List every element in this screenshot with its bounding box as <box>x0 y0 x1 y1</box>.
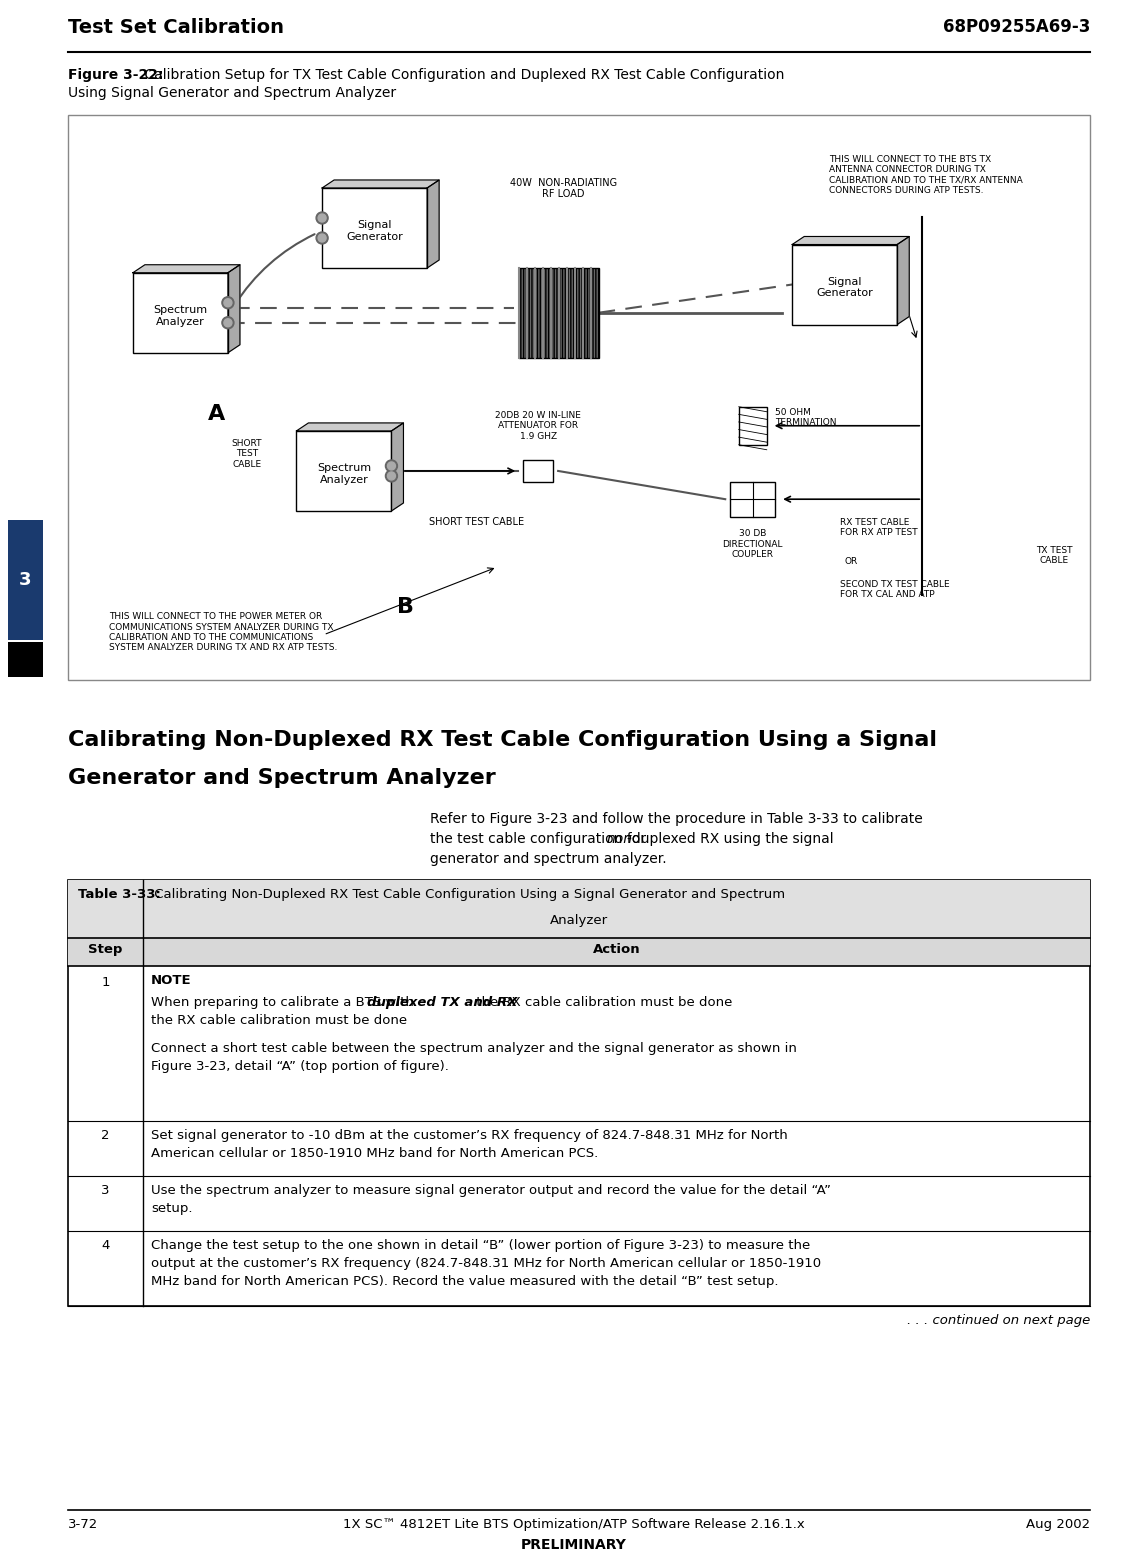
Bar <box>523 460 553 481</box>
Bar <box>739 406 767 445</box>
Text: 4: 4 <box>101 1239 110 1252</box>
Circle shape <box>387 472 395 480</box>
Bar <box>519 267 598 358</box>
Text: 3: 3 <box>20 570 32 589</box>
Bar <box>323 188 427 267</box>
Bar <box>8 642 42 677</box>
Polygon shape <box>228 264 240 353</box>
Text: B: B <box>397 597 413 616</box>
Text: Signal
Generator: Signal Generator <box>347 220 403 242</box>
Text: Use the spectrum analyzer to measure signal generator output and record the valu: Use the spectrum analyzer to measure sig… <box>152 1185 831 1214</box>
Text: SHORT TEST CABLE: SHORT TEST CABLE <box>429 517 525 527</box>
Text: RX TEST CABLE
FOR RX ATP TEST: RX TEST CABLE FOR RX ATP TEST <box>839 517 917 538</box>
Text: Spectrum
Analyzer: Spectrum Analyzer <box>317 463 371 485</box>
Text: Signal
Generator: Signal Generator <box>816 277 874 299</box>
Text: SHORT
TEST
CABLE: SHORT TEST CABLE <box>232 439 262 469</box>
Text: 1X SC™ 4812ET Lite BTS Optimization/ATP Software Release 2.16.1.x: 1X SC™ 4812ET Lite BTS Optimization/ATP … <box>343 1518 805 1532</box>
Text: Generator and Spectrum Analyzer: Generator and Spectrum Analyzer <box>68 767 496 788</box>
Text: When preparing to calibrate a BTS with: When preparing to calibrate a BTS with <box>152 996 418 1010</box>
Text: Refer to Figure 3-23 and follow the procedure in Table 3-33 to calibrate: Refer to Figure 3-23 and follow the proc… <box>430 813 923 825</box>
Polygon shape <box>391 424 403 511</box>
Circle shape <box>316 231 328 244</box>
Text: the test cable configuration for: the test cable configuration for <box>430 832 654 846</box>
Bar <box>133 274 228 353</box>
Text: 2: 2 <box>101 1128 110 1143</box>
Text: generator and spectrum analyzer.: generator and spectrum analyzer. <box>430 852 667 866</box>
Polygon shape <box>296 424 403 431</box>
Text: Figure 3-22:: Figure 3-22: <box>68 69 163 81</box>
Circle shape <box>387 463 395 470</box>
Text: 40W  NON-RADIATING
RF LOAD: 40W NON-RADIATING RF LOAD <box>510 178 618 199</box>
Text: Figure 3-23, detail “A” (top portion of figure).: Figure 3-23, detail “A” (top portion of … <box>152 1060 449 1074</box>
Text: THIS WILL CONNECT TO THE BTS TX
ANTENNA CONNECTOR DURING TX
CALIBRATION AND TO T: THIS WILL CONNECT TO THE BTS TX ANTENNA … <box>829 155 1023 195</box>
Text: NOTE: NOTE <box>152 974 192 986</box>
Text: Analyzer: Analyzer <box>550 914 608 927</box>
Text: OR: OR <box>845 556 858 566</box>
Circle shape <box>224 299 232 306</box>
Text: the RX cable calibration must be done: the RX cable calibration must be done <box>152 1014 408 1027</box>
Polygon shape <box>133 264 240 274</box>
Text: TX TEST
CABLE: TX TEST CABLE <box>1035 545 1072 566</box>
Text: Action: Action <box>592 942 641 957</box>
Bar <box>296 431 391 511</box>
Bar <box>68 880 1089 938</box>
Text: 30 DB
DIRECTIONAL
COUPLER: 30 DB DIRECTIONAL COUPLER <box>722 530 783 560</box>
Text: Calibration Setup for TX Test Cable Configuration and Duplexed RX Test Cable Con: Calibration Setup for TX Test Cable Conf… <box>140 69 784 81</box>
Text: Table 3-33:: Table 3-33: <box>78 888 161 900</box>
Circle shape <box>318 234 326 242</box>
Text: 3: 3 <box>101 1185 110 1197</box>
Polygon shape <box>323 180 439 188</box>
Bar <box>730 481 775 517</box>
Circle shape <box>386 470 397 481</box>
Text: Change the test setup to the one shown in detail “B” (lower portion of Figure 3-: Change the test setup to the one shown i… <box>152 1239 821 1288</box>
Circle shape <box>386 460 397 472</box>
Text: duplexed TX and RX: duplexed TX and RX <box>367 996 518 1010</box>
Text: Using Signal Generator and Spectrum Analyzer: Using Signal Generator and Spectrum Anal… <box>68 86 396 100</box>
Text: Test Set Calibration: Test Set Calibration <box>68 19 284 38</box>
Text: Calibrating Non-Duplexed RX Test Cable Configuration Using a Signal Generator an: Calibrating Non-Duplexed RX Test Cable C… <box>150 888 785 900</box>
Bar <box>792 244 898 325</box>
Text: Step: Step <box>88 942 123 957</box>
Text: Connect a short test cable between the spectrum analyzer and the signal generato: Connect a short test cable between the s… <box>152 1043 797 1055</box>
Text: Set signal generator to -10 dBm at the customer’s RX frequency of 824.7-848.31 M: Set signal generator to -10 dBm at the c… <box>152 1128 788 1160</box>
Polygon shape <box>427 180 439 267</box>
Text: non: non <box>607 832 633 846</box>
Text: PRELIMINARY: PRELIMINARY <box>521 1538 627 1552</box>
Circle shape <box>222 317 234 328</box>
Bar <box>68 880 1089 1307</box>
Text: THIS WILL CONNECT TO THE POWER METER OR
COMMUNICATIONS SYSTEM ANALYZER DURING TX: THIS WILL CONNECT TO THE POWER METER OR … <box>109 613 338 652</box>
Text: -duplexed RX using the signal: -duplexed RX using the signal <box>627 832 833 846</box>
Bar <box>68 116 1089 680</box>
Text: the RX cable calibration must be done: the RX cable calibration must be done <box>472 996 732 1010</box>
Text: Aug 2002: Aug 2002 <box>1026 1518 1089 1532</box>
Text: 20DB 20 W IN-LINE
ATTENUATOR FOR
1.9 GHZ: 20DB 20 W IN-LINE ATTENUATOR FOR 1.9 GHZ <box>495 411 581 441</box>
Text: 68P09255A69-3: 68P09255A69-3 <box>943 19 1089 36</box>
Text: Calibrating Non-Duplexed RX Test Cable Configuration Using a Signal: Calibrating Non-Duplexed RX Test Cable C… <box>68 730 937 750</box>
Text: Spectrum
Analyzer: Spectrum Analyzer <box>154 305 208 327</box>
Circle shape <box>318 214 326 222</box>
Text: 3-72: 3-72 <box>68 1518 99 1532</box>
Circle shape <box>316 213 328 224</box>
Text: 50 OHM
TERMINATION: 50 OHM TERMINATION <box>775 408 836 427</box>
Text: 1: 1 <box>101 975 110 989</box>
Circle shape <box>222 297 234 309</box>
Text: . . . continued on next page: . . . continued on next page <box>907 1314 1089 1327</box>
Bar <box>8 520 42 639</box>
Bar <box>68 938 1089 966</box>
Polygon shape <box>792 236 909 244</box>
Text: A: A <box>208 405 225 425</box>
Text: SECOND TX TEST CABLE
FOR TX CAL AND ATP: SECOND TX TEST CABLE FOR TX CAL AND ATP <box>839 580 949 599</box>
Circle shape <box>224 319 232 327</box>
Polygon shape <box>898 236 909 325</box>
